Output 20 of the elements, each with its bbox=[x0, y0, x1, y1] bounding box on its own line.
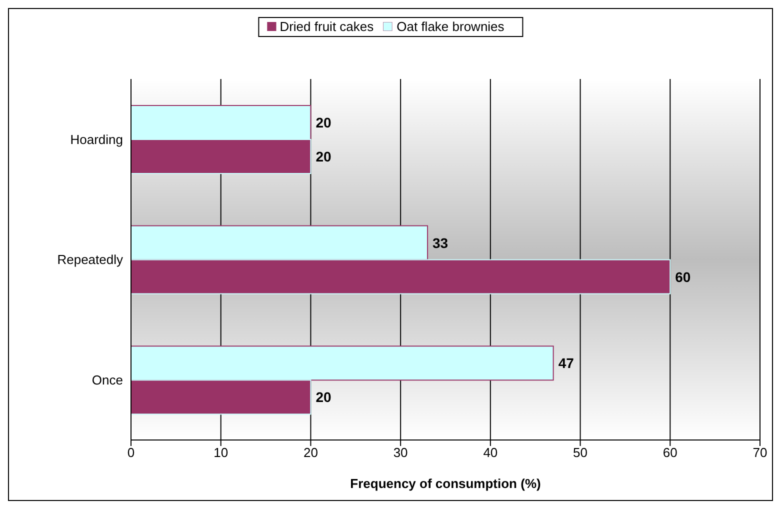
x-axis-title: Frequency of consumption (%) bbox=[350, 476, 541, 491]
legend-label: Dried fruit cakes bbox=[280, 19, 374, 34]
x-tick-label: 10 bbox=[214, 445, 228, 460]
y-tick-label: Once bbox=[92, 372, 123, 388]
y-tick-label: Hoarding bbox=[70, 132, 123, 147]
x-tick-label: 60 bbox=[662, 445, 678, 460]
data-label: 60 bbox=[675, 268, 691, 285]
y-tick-label: Repeatedly bbox=[57, 252, 124, 268]
data-label: 20 bbox=[316, 114, 332, 130]
data-label: 47 bbox=[558, 355, 574, 372]
data-label: 20 bbox=[316, 389, 332, 406]
data-label: 20 bbox=[316, 148, 332, 164]
legend-label: Oat flake brownies bbox=[396, 19, 504, 34]
x-tick-label: 20 bbox=[303, 445, 318, 460]
x-tick-label: 50 bbox=[573, 445, 588, 460]
x-tick-label: 40 bbox=[483, 445, 498, 460]
x-tick-label: 0 bbox=[127, 445, 135, 460]
x-tick-label: 30 bbox=[393, 445, 408, 460]
data-label: 33 bbox=[432, 234, 448, 251]
x-tick-label: 70 bbox=[752, 445, 768, 460]
